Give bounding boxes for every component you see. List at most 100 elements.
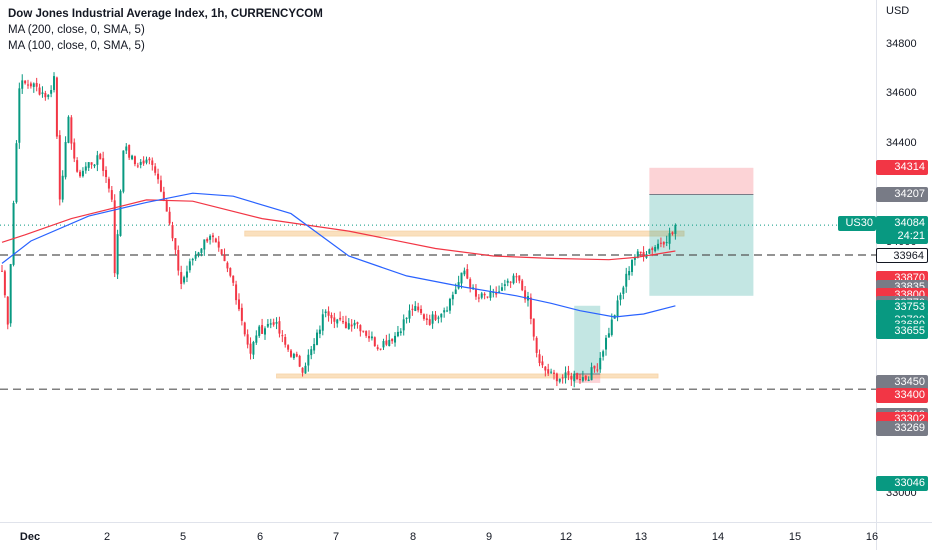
candle-body [524,290,527,300]
candle-body [555,373,558,382]
candle-body [625,273,628,287]
candle-body [503,284,506,286]
candle-body [506,280,509,283]
candle-body [110,190,113,200]
candle-body [287,345,290,350]
candle-body [671,232,674,234]
candle-body [81,170,84,177]
candle-body [425,318,428,321]
candle-body [535,337,538,353]
ma200-line [1,199,676,261]
candle-body [469,279,472,289]
candle-body [243,322,246,335]
candle-body [214,238,217,243]
candle-body [651,248,654,251]
resistance-zone [244,230,685,237]
candle-body [344,321,347,328]
candle-body [385,340,388,345]
candle-body [550,371,553,373]
candle-body [480,293,483,298]
bar-countdown: 24:21 [876,229,928,244]
price-axis-label: 33964 [876,247,928,263]
candle-body [541,361,544,366]
y-tick-label: 34400 [886,137,917,149]
candle-body [105,169,108,178]
candle-body [194,254,197,259]
candle-body [125,146,128,151]
price-axis-label: 33753 [876,300,928,315]
candle-body [122,150,125,192]
candle-body [350,324,353,327]
candle-body [628,270,631,276]
candle-body [41,92,44,94]
candle-body [240,307,243,321]
candle-body [544,366,547,371]
candle-body [255,335,258,343]
candle-body [313,344,316,351]
candle-body [27,84,30,86]
x-tick-label: 5 [179,531,187,543]
candle-body [642,252,645,257]
candle-body [605,337,608,350]
candle-body [18,88,21,143]
candle-body [327,311,330,316]
candle-body [165,201,168,212]
candle-body [206,239,209,242]
candle-body [573,373,576,382]
candle-body [292,353,295,359]
candle-body [310,349,313,356]
candle-body [498,291,501,293]
candle-body [587,379,590,382]
candle-body [359,325,362,332]
long-stop-zone [574,373,601,383]
candle-body [399,331,402,334]
candle-body [76,160,79,172]
candle-body [434,314,437,320]
candle-body [171,225,174,239]
price-axis-label: 34314 [876,160,928,176]
candle-body [631,260,634,272]
candle-body [379,348,382,350]
x-tick-label: Dec [19,531,41,543]
candle-body [446,310,449,312]
candle-body [272,322,275,325]
y-tick-label: 34600 [886,87,917,99]
candle-body [58,135,61,200]
price-axis-label: 34207 [876,187,928,202]
candle-body [440,313,443,318]
candle-body [576,373,579,380]
candle-body [483,293,486,296]
candle-body [368,336,371,339]
candle-body [596,369,599,371]
candle-body [266,323,269,327]
candle-body [281,335,284,337]
candle-body [448,298,451,311]
candle-body [70,117,73,144]
candle-body [639,251,642,254]
candle-body [79,171,82,177]
candle-body [263,328,266,335]
candle-body [396,331,399,337]
candle-body [474,289,477,297]
candle-body [607,333,610,338]
candle-body [24,80,27,84]
candle-body [90,162,93,165]
candle-body [454,289,457,294]
candle-body [162,191,165,201]
candle-body [252,341,255,355]
legend-ma200: MA (200, close, 0, SMA, 5) [8,24,145,36]
candle-body [177,250,180,271]
candle-body [223,254,226,262]
price-axis-label: 33655 [876,324,928,340]
candle-body [32,83,35,87]
candle-body [136,165,139,167]
candle-body [318,329,321,334]
candle-body [116,234,119,275]
candle-body [662,241,665,245]
candle-body [422,314,425,319]
candle-body [183,277,186,283]
candle-body [408,310,411,319]
candle-body [394,335,397,343]
candle-body [547,369,550,374]
